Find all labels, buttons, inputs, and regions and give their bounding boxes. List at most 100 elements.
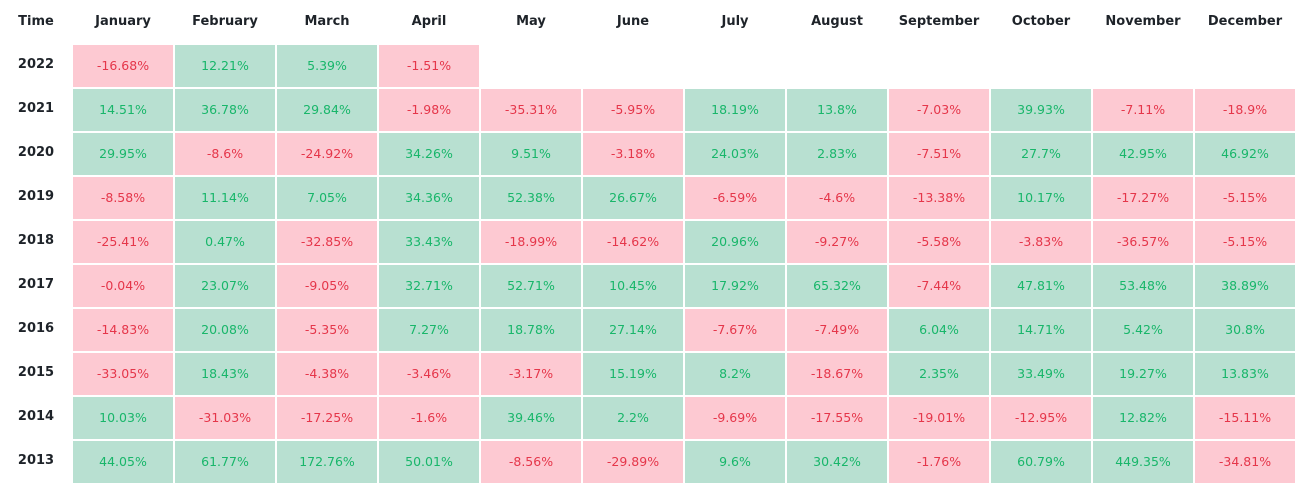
return-cell: 34.36% bbox=[379, 177, 479, 219]
return-cell: 44.05% bbox=[73, 441, 173, 483]
return-cell: 36.78% bbox=[175, 89, 275, 131]
return-cell: 8.2% bbox=[685, 353, 785, 395]
return-cell: 27.7% bbox=[991, 133, 1091, 175]
return-cell: 17.92% bbox=[685, 265, 785, 307]
month-header: April bbox=[411, 14, 447, 29]
month-header: September bbox=[898, 14, 980, 29]
month-header: March bbox=[304, 14, 350, 29]
return-cell: 65.32% bbox=[787, 265, 887, 307]
month-header: January bbox=[95, 14, 151, 29]
return-cell: -8.56% bbox=[481, 441, 581, 483]
return-cell: 52.38% bbox=[481, 177, 581, 219]
return-cell: 15.19% bbox=[583, 353, 683, 395]
month-header: May bbox=[516, 14, 546, 29]
year-label: 2020 bbox=[17, 145, 55, 160]
return-cell: -6.59% bbox=[685, 177, 785, 219]
return-cell: -7.03% bbox=[889, 89, 989, 131]
return-cell: -35.31% bbox=[481, 89, 581, 131]
return-cell: 0.47% bbox=[175, 221, 275, 263]
return-cell: 60.79% bbox=[991, 441, 1091, 483]
return-cell: -1.51% bbox=[379, 45, 479, 87]
return-cell: 20.08% bbox=[175, 309, 275, 351]
return-cell: -17.27% bbox=[1093, 177, 1193, 219]
return-cell: 7.27% bbox=[379, 309, 479, 351]
return-cell: -4.6% bbox=[787, 177, 887, 219]
return-cell: -7.49% bbox=[787, 309, 887, 351]
return-cell: -7.67% bbox=[685, 309, 785, 351]
return-cell: -3.18% bbox=[583, 133, 683, 175]
return-cell: 2.2% bbox=[583, 397, 683, 439]
return-cell: 5.42% bbox=[1093, 309, 1193, 351]
return-cell: 30.42% bbox=[787, 441, 887, 483]
return-cell: -18.9% bbox=[1195, 89, 1295, 131]
return-cell: 42.95% bbox=[1093, 133, 1193, 175]
return-cell: -36.57% bbox=[1093, 221, 1193, 263]
return-cell: -5.35% bbox=[277, 309, 377, 351]
return-cell: -14.62% bbox=[583, 221, 683, 263]
return-cell: -17.25% bbox=[277, 397, 377, 439]
return-cell: 23.07% bbox=[175, 265, 275, 307]
return-cell: 52.71% bbox=[481, 265, 581, 307]
year-label: 2015 bbox=[17, 365, 55, 380]
return-cell: -18.99% bbox=[481, 221, 581, 263]
return-cell: 2.83% bbox=[787, 133, 887, 175]
return-cell: -7.51% bbox=[889, 133, 989, 175]
return-cell: 50.01% bbox=[379, 441, 479, 483]
return-cell: 20.96% bbox=[685, 221, 785, 263]
return-cell: -5.15% bbox=[1195, 177, 1295, 219]
return-cell: 61.77% bbox=[175, 441, 275, 483]
return-cell: 14.51% bbox=[73, 89, 173, 131]
return-cell: -9.69% bbox=[685, 397, 785, 439]
return-cell: 2.35% bbox=[889, 353, 989, 395]
year-label: 2013 bbox=[17, 453, 55, 468]
return-cell: 6.04% bbox=[889, 309, 989, 351]
return-cell: 38.89% bbox=[1195, 265, 1295, 307]
return-cell: 26.67% bbox=[583, 177, 683, 219]
return-cell: -3.46% bbox=[379, 353, 479, 395]
return-cell: -16.68% bbox=[73, 45, 173, 87]
return-cell: -13.38% bbox=[889, 177, 989, 219]
return-cell: 10.03% bbox=[73, 397, 173, 439]
return-cell: -12.95% bbox=[991, 397, 1091, 439]
return-cell: 24.03% bbox=[685, 133, 785, 175]
return-cell: -3.17% bbox=[481, 353, 581, 395]
year-label: 2021 bbox=[17, 101, 55, 116]
return-cell: 10.17% bbox=[991, 177, 1091, 219]
return-cell: 449.35% bbox=[1093, 441, 1193, 483]
return-cell: -25.41% bbox=[73, 221, 173, 263]
return-cell: 53.48% bbox=[1093, 265, 1193, 307]
return-cell: -1.76% bbox=[889, 441, 989, 483]
return-cell: -7.11% bbox=[1093, 89, 1193, 131]
return-cell: 46.92% bbox=[1195, 133, 1295, 175]
return-cell: -1.98% bbox=[379, 89, 479, 131]
return-cell: -9.05% bbox=[277, 265, 377, 307]
return-cell: -3.83% bbox=[991, 221, 1091, 263]
return-cell: -5.15% bbox=[1195, 221, 1295, 263]
return-cell: -1.6% bbox=[379, 397, 479, 439]
month-header: November bbox=[1105, 14, 1181, 29]
return-cell: 18.43% bbox=[175, 353, 275, 395]
return-cell: 18.19% bbox=[685, 89, 785, 131]
month-header: October bbox=[1011, 14, 1071, 29]
return-cell: 9.51% bbox=[481, 133, 581, 175]
return-cell: -32.85% bbox=[277, 221, 377, 263]
return-cell: 18.78% bbox=[481, 309, 581, 351]
return-cell: -17.55% bbox=[787, 397, 887, 439]
return-cell: 13.8% bbox=[787, 89, 887, 131]
return-cell: -8.6% bbox=[175, 133, 275, 175]
year-label: 2018 bbox=[17, 233, 55, 248]
return-cell: 30.8% bbox=[1195, 309, 1295, 351]
year-label: 2019 bbox=[17, 189, 55, 204]
return-cell: 12.21% bbox=[175, 45, 275, 87]
year-label: 2014 bbox=[17, 409, 55, 424]
return-cell: 39.46% bbox=[481, 397, 581, 439]
month-header: February bbox=[192, 14, 258, 29]
return-cell: -7.44% bbox=[889, 265, 989, 307]
time-header: Time bbox=[18, 14, 54, 29]
return-cell: 10.45% bbox=[583, 265, 683, 307]
return-cell: 9.6% bbox=[685, 441, 785, 483]
return-cell: -24.92% bbox=[277, 133, 377, 175]
return-cell: -5.58% bbox=[889, 221, 989, 263]
month-header: December bbox=[1207, 14, 1283, 29]
return-cell: -14.83% bbox=[73, 309, 173, 351]
